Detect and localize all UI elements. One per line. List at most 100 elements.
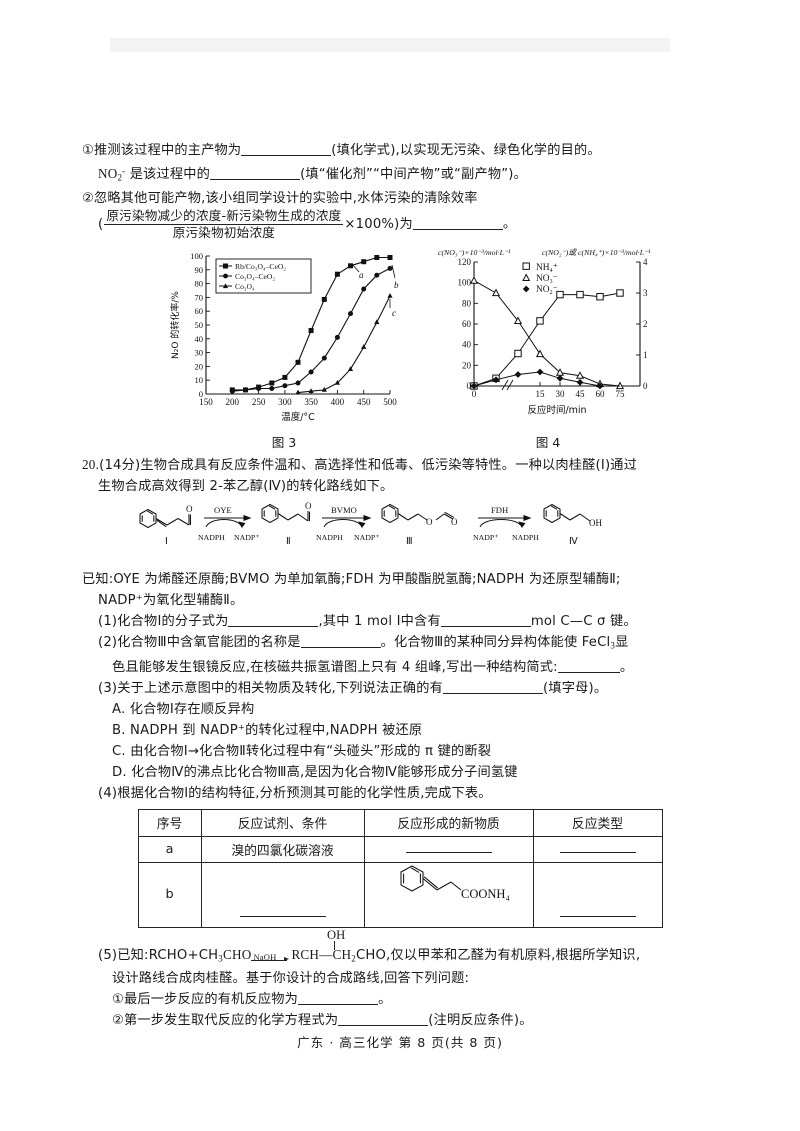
q20-part4: (4)根据化合物Ⅰ的结构特征,分析预测其可能的化学性质,完成下表。 <box>98 785 492 801</box>
table-row: a 溴的四氯化碳溶液 <box>137 835 663 863</box>
p5-ii-b: (注明反应条件)。 <box>428 1013 533 1029</box>
row-a-type-blank[interactable] <box>559 841 636 854</box>
p5-condition: NaOH <box>253 951 277 962</box>
row-b-type-blank[interactable] <box>559 905 636 917</box>
p5-prod: RCH—CH <box>291 946 352 962</box>
q19-item1-blank-2[interactable] <box>210 178 301 180</box>
fig4-legend: NH₄⁺ NO₃⁻ NO₂⁻ <box>522 262 558 295</box>
page-body: ①推测该过程中的主产物为 (填化学式),以实现无污染、绿色化学的目的。 NO2- … <box>82 140 718 1031</box>
q20-option-a: A. 化合物Ⅰ存在顺反异构 <box>112 701 255 717</box>
row-a-reaction-type[interactable] <box>532 835 663 863</box>
svg-text:20: 20 <box>195 362 204 372</box>
q20-p2-blank-2[interactable] <box>557 671 620 673</box>
q20-p1-blank-1[interactable] <box>228 626 319 628</box>
row-b-reagent-blank[interactable] <box>239 905 326 917</box>
svg-text:30: 30 <box>556 389 566 399</box>
figure-4: c(NO₃⁻)×10⁻³/mol·L⁻¹ c(NO₂⁻)或 c(NH₄⁺)×10… <box>430 246 666 431</box>
svg-text:2: 2 <box>643 319 648 329</box>
q20-stem-a: (14分)生物合成具有反应条件温和、高选择性和低毒、低污染等特性。一种以肉桂醛(… <box>99 458 638 474</box>
svg-text:75: 75 <box>616 389 626 399</box>
svg-text:Ⅳ: Ⅳ <box>569 537 579 547</box>
svg-text:45: 45 <box>576 389 586 399</box>
q20-p1-b: ,其中 1 mol Ⅰ中含有 <box>318 614 441 630</box>
q19-item1-text-e: (填“催化剂”“中间产物”或“副产物”)。 <box>300 166 527 182</box>
q20-p3-a: (3)关于上述示意图中的相关物质及转化,下列说法正确的有 <box>98 680 443 696</box>
q19-item1-line2: NO2- 是该过程中的 (填“催化剂”“中间产物”或“副产物”)。 <box>82 161 718 188</box>
figure-3: 0 10 20 30 40 50 60 70 80 90 100 <box>166 246 402 431</box>
svg-text:70: 70 <box>195 293 204 303</box>
row-b-reagent[interactable] <box>200 861 365 928</box>
prediction-table: 序号 反应试剂、条件 反应形成的新物质 反应类型 a 溴的四氯化碳溶液 b <box>137 808 663 928</box>
removal-efficiency-formula: ( 原污染物减少的浓度-新污染物生成的浓度 原污染物初始浓度 ×100%)为 <box>98 208 413 241</box>
q20-p1-a: (1)化合物Ⅰ的分子式为 <box>98 614 229 630</box>
p5-oh-row: OH <box>82 928 718 950</box>
svg-text:15: 15 <box>536 389 546 399</box>
svg-text:NADP⁺: NADP⁺ <box>354 533 379 542</box>
fig4-ylabel-left: c(NO₃⁻)×10⁻³/mol·L⁻¹ <box>438 248 511 257</box>
p5-ii-blank[interactable] <box>338 1025 429 1027</box>
q19-item2-blank[interactable] <box>412 228 503 230</box>
q20-stem-b: 生物合成高效得到 2-苯乙醇(Ⅳ)的转化路线如下。 <box>98 479 394 495</box>
q20-part5-line2: 设计路线合成肉桂醛。基于你设计的合成路线,回答下列问题: <box>112 971 470 987</box>
svg-text:300: 300 <box>278 397 292 407</box>
q20-p2-b: 。化合物Ⅲ的某种同分异构体能使 FeCl <box>380 635 611 651</box>
svg-text:Co₃O₄: Co₃O₄ <box>235 282 255 291</box>
svg-text:O: O <box>426 517 433 527</box>
svg-text:10: 10 <box>195 376 204 386</box>
p5-i-blank[interactable] <box>298 1004 379 1006</box>
compound-2-structure: O Ⅱ <box>261 501 312 547</box>
svg-text:80: 80 <box>462 299 472 309</box>
compound-4-structure: OH Ⅳ <box>543 504 602 547</box>
q19-item2-text-a: ②忽略其他可能产物,该小组同学设计的实验中,水体污染的清除效率 <box>82 191 478 207</box>
scan-artifact-band <box>110 38 670 52</box>
q20-p2-e: 。 <box>619 659 634 675</box>
q20-part1: (1)化合物Ⅰ的分子式为 ,其中 1 mol Ⅰ中含有 mol C—C σ 键。 <box>82 611 718 632</box>
svg-text:0: 0 <box>643 381 648 391</box>
fig4-ylabel-right: c(NO₂⁻)或 c(NH₄⁺)×10⁻³/mol·L⁻¹ <box>542 248 651 257</box>
fig4-xlabel: 反应时间/min <box>527 404 586 416</box>
svg-text:O: O <box>305 501 312 511</box>
row-a-new-substance[interactable] <box>363 835 534 863</box>
q20-reaction-scheme: O Ⅰ OYE NADPH NADP⁺ <box>82 500 718 567</box>
svg-text:120: 120 <box>458 257 472 267</box>
q20-p3-blank[interactable] <box>442 692 543 694</box>
row-b-reaction-type[interactable] <box>532 861 663 928</box>
svg-text:NO₂⁻: NO₂⁻ <box>536 285 558 295</box>
efficiency-fraction: 原污染物减少的浓度-新污染物生成的浓度 原污染物初始浓度 <box>104 209 344 241</box>
q20-p2-a: (2)化合物Ⅲ中含氧官能团的名称是 <box>98 635 301 651</box>
p5-ii-a: ②第一步发生取代反应的化学方程式为 <box>112 1013 339 1029</box>
svg-text:100: 100 <box>458 278 472 288</box>
q20-part2-line2: 色且能够发生银镜反应,在核磁共振氢谱图上只有 4 组峰,写出一种结构简式: 。 <box>82 657 718 678</box>
q20-option-d: D. 化合物Ⅳ的沸点比化合物Ⅲ高,是因为化合物Ⅳ能够形成分子间氢键 <box>112 764 518 780</box>
q20-part5-item2: ②第一步发生取代反应的化学方程式为 (注明反应条件)。 <box>82 1010 718 1031</box>
figures-row: 0 10 20 30 40 50 60 70 80 90 100 <box>82 246 718 432</box>
q20-option-b: B. NADPH 到 NADP⁺的转化过程中,NADPH 被还原 <box>112 722 423 738</box>
svg-text:O: O <box>451 517 458 527</box>
q19-item1-text-a: ①推测该过程中的主产物为 <box>82 143 242 158</box>
q20-part2-line1: (2)化合物Ⅲ中含氧官能团的名称是 。化合物Ⅲ的某种同分异构体能使 FeCl3显 <box>98 635 629 651</box>
row-b-new-substance: COONH₄ <box>363 861 534 928</box>
q20-p1-blank-2[interactable] <box>440 626 531 628</box>
table-header-row: 序号 反应试剂、条件 反应形成的新物质 反应类型 <box>137 808 663 837</box>
figure-3-svg: 0 10 20 30 40 50 60 70 80 90 100 <box>169 251 399 423</box>
q19-item1-blank-1[interactable] <box>241 155 332 156</box>
svg-text:50: 50 <box>195 320 204 330</box>
svg-text:60: 60 <box>195 307 204 317</box>
q20-part5-line1: (5)已知:RCHO+CH3CHO NaOH RCH—CH2CHO,仅以甲苯和乙醛为… <box>82 945 718 969</box>
svg-text:NADPH: NADPH <box>198 533 225 542</box>
fraction-denominator: 原污染物初始浓度 <box>172 225 276 241</box>
q19-item1-text-d: 是该过程中的 <box>129 166 211 182</box>
q19-item1-line1: ①推测该过程中的主产物为 (填化学式),以实现无污染、绿色化学的目的。 <box>82 140 718 161</box>
fig3-annot-a: a <box>359 270 364 280</box>
fig3-annot-c: c <box>392 308 396 318</box>
svg-text:1: 1 <box>643 350 648 360</box>
svg-text:NADP⁺: NADP⁺ <box>473 533 498 542</box>
svg-text:NADPH: NADPH <box>512 533 539 542</box>
fig3-xlabel: 温度/°C <box>281 411 315 423</box>
scheme-svg: O Ⅰ OYE NADPH NADP⁺ <box>139 501 602 547</box>
q19-item2-line1: ②忽略其他可能产物,该小组同学设计的实验中,水体污染的清除效率 <box>82 188 718 209</box>
svg-text:20: 20 <box>462 361 472 371</box>
q20-stem-line2: 生物合成高效得到 2-苯乙醇(Ⅳ)的转化路线如下。 <box>82 476 718 497</box>
row-a-new-blank[interactable] <box>405 841 492 854</box>
q20-p2-blank-1[interactable] <box>300 647 381 649</box>
